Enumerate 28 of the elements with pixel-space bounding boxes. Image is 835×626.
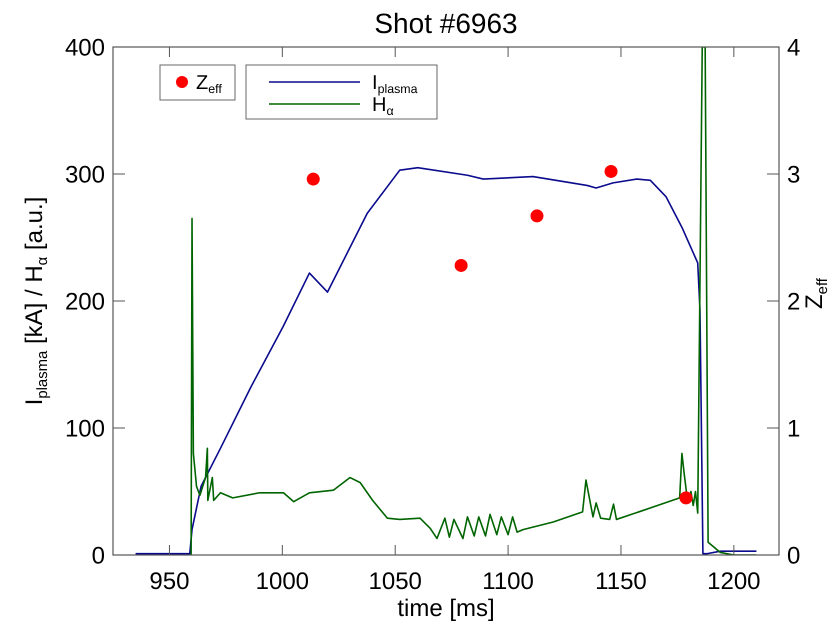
point [604, 164, 618, 178]
point [530, 209, 544, 222]
line-series [134, 166, 758, 555]
point [306, 172, 320, 186]
y-tick-label: 300 [64, 161, 105, 188]
legend-label: Z$_{eff}$ [196, 72, 222, 96]
y2-tick-label: 2 [787, 288, 800, 316]
y2-tick-label: 4 [787, 34, 800, 62]
legend-label: I$_{plasma}$ [372, 72, 418, 96]
x-tick-label: 950 [149, 568, 190, 595]
legend-label: H$_{α}$ [372, 94, 394, 118]
x-tick-label: 1200 [707, 568, 761, 595]
y2-tick-label: 1 [787, 415, 800, 442]
x-tick-label: 1050 [368, 568, 422, 595]
y-tick-label: 100 [64, 415, 105, 442]
y-tick-label: 400 [64, 34, 105, 62]
point [679, 491, 692, 504]
chart-title: Shot #6963 [374, 8, 518, 39]
x-tick-label: 1150 [595, 568, 647, 595]
point [454, 258, 468, 272]
x-axis-title: time [ms] [397, 595, 495, 622]
x-tick-label: 1100 [482, 568, 534, 595]
y2-tick-label: 3 [787, 161, 800, 188]
x-tick-label: 1000 [256, 568, 310, 595]
y2-tick-label: 0 [787, 542, 800, 570]
y-tick-label: 200 [64, 288, 105, 316]
line-series [188, 47, 758, 555]
y-tick-label: 0 [92, 542, 105, 570]
